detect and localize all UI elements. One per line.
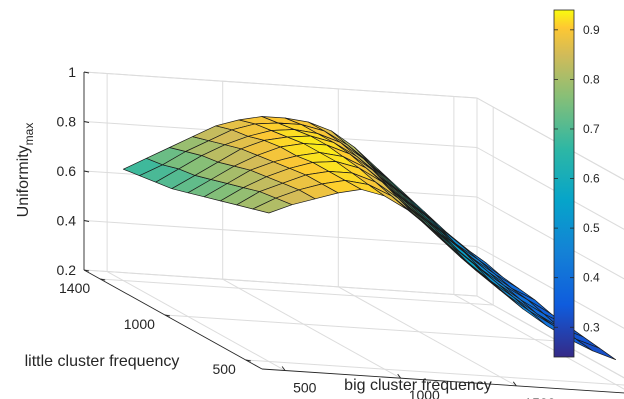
- z-tick-label: 0.6: [57, 163, 77, 179]
- y-tick-mark: [245, 359, 251, 362]
- z-tick-mark: [83, 71, 90, 74]
- x-axis-label: big cluster frequency: [344, 377, 492, 394]
- x-gridline-floor: [106, 271, 286, 371]
- axis-ticks: 0.20.40.60.8150010001400500100015002000: [57, 64, 556, 399]
- y-tick-label: 1400: [59, 280, 90, 296]
- y-axis-label: little cluster frequency: [25, 353, 180, 370]
- x-axis-line: [261, 368, 624, 394]
- colorbar-tick-label: 0.4: [583, 271, 600, 285]
- y-tick-mark: [100, 278, 106, 281]
- y-gridline-floor: [245, 359, 624, 386]
- z-gridline-side: [476, 147, 624, 230]
- z-tick-mark: [83, 170, 90, 173]
- side-wall-top-edge: [476, 97, 624, 181]
- x-gridline-floor: [453, 294, 624, 390]
- z-tick-label: 0.8: [57, 114, 77, 130]
- x-gridline-floor: [338, 286, 517, 387]
- x-tick-mark: [397, 373, 402, 379]
- colorbar-tick-label: 0.7: [583, 122, 600, 136]
- y-gridline-floor: [100, 278, 494, 306]
- colorbar-tick-label: 0.5: [583, 221, 600, 235]
- x-tick-label: 1000: [409, 387, 440, 399]
- z-axis-label: Uniformitymax: [15, 123, 36, 218]
- y-tick-label: 500: [212, 361, 236, 377]
- x-tick-mark: [512, 381, 517, 387]
- x-tick-label: 500: [293, 380, 317, 396]
- colorbar-tick-label: 0.8: [583, 72, 600, 86]
- colorbar-tick-label: 0.3: [583, 320, 600, 334]
- y-tick-mark: [164, 314, 170, 317]
- z-tick-label: 0.2: [57, 262, 77, 278]
- z-gridline-back: [83, 269, 478, 297]
- x-gridline-floor: [222, 278, 401, 379]
- z-gridline-side: [476, 97, 624, 181]
- z-tick-label: 1: [68, 64, 76, 80]
- surface-patch: [441, 234, 482, 270]
- z-tick-mark: [83, 269, 90, 272]
- z-tick-mark: [83, 220, 90, 222]
- colorbar-gradient: [553, 9, 575, 358]
- y-tick-label: 1000: [124, 316, 155, 332]
- colorbar-tick-label: 0.6: [583, 172, 600, 186]
- z-tick-mark: [83, 121, 90, 123]
- z-tick-label: 0.4: [57, 213, 77, 229]
- colorbar-tick-label: 0.9: [583, 23, 600, 37]
- colorbar: 0.3 0.4 0.5 0.6 0.7 0.8 0.9: [553, 9, 600, 358]
- z-gridline-side: [476, 246, 624, 329]
- z-gridline-back: [83, 71, 478, 99]
- z-axis-label-sub: max: [22, 123, 36, 146]
- colorbar-ticks: 0.3 0.4 0.5 0.6 0.7 0.8 0.9: [554, 23, 600, 334]
- z-axis-label-main: Uniformity: [15, 145, 32, 217]
- y-gridline-floor: [164, 314, 558, 342]
- y-axis-line: [83, 269, 263, 370]
- axes-grid: [83, 71, 624, 394]
- x-tick-mark: [281, 366, 286, 371]
- surface-patch: [576, 338, 617, 361]
- z-gridline-back: [83, 220, 478, 247]
- surface-plot: [122, 116, 617, 361]
